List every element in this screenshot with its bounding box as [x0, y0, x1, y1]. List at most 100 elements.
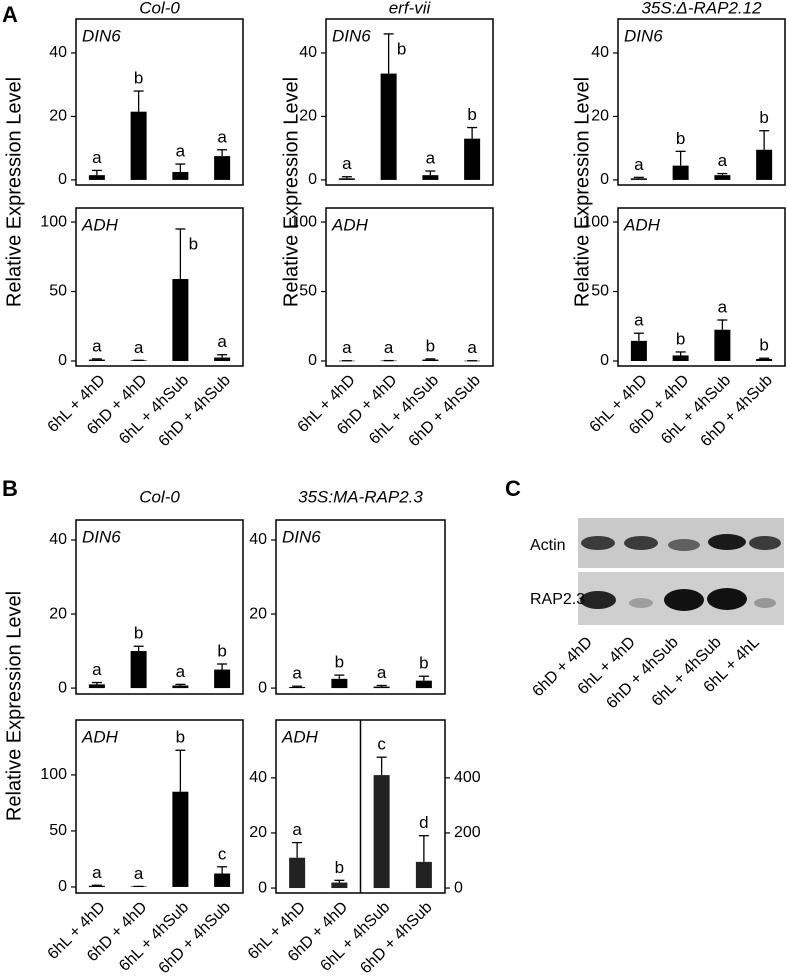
bar	[756, 149, 773, 180]
significance-letter: a	[92, 863, 102, 882]
significance-letter: a	[467, 338, 477, 357]
significance-letter: a	[342, 154, 352, 173]
y-axis-label: Relative Expression Level	[3, 591, 25, 821]
y-tick-label: 0	[600, 352, 609, 369]
bar	[289, 686, 306, 689]
y-tick-label: 20	[249, 824, 267, 841]
chart-title: DIN6	[282, 527, 321, 546]
plot-frame	[325, 207, 494, 367]
bar	[130, 111, 147, 180]
significance-letter: a	[292, 664, 302, 683]
y-tick-label: 0	[58, 352, 67, 369]
chart-title: ADH	[281, 727, 319, 746]
y-tick-label: 100	[582, 213, 609, 230]
bar	[172, 791, 189, 887]
significance-letter: b	[335, 858, 344, 877]
y-tick-label: 40	[591, 44, 609, 61]
bar	[289, 857, 306, 889]
bar	[672, 355, 689, 361]
bar	[415, 680, 432, 689]
y2-tick-label: 400	[454, 769, 481, 786]
significance-letter: a	[377, 663, 387, 682]
significance-letter: a	[426, 149, 436, 168]
significance-letter: b	[467, 105, 476, 124]
plot-frame	[75, 519, 244, 695]
y-tick-label: 40	[299, 44, 317, 61]
y-tick-label: 0	[58, 171, 67, 188]
significance-letter: b	[335, 653, 344, 672]
y-tick-label: 0	[58, 878, 67, 895]
band	[664, 589, 704, 611]
chart-title: ADH	[81, 215, 119, 234]
bar	[88, 684, 105, 689]
plot-frame	[75, 207, 244, 367]
y-tick-label: 20	[249, 605, 267, 622]
significance-letter: a	[718, 297, 728, 316]
significance-letter: a	[292, 820, 302, 839]
significance-letter: c	[377, 735, 386, 754]
bar	[331, 678, 348, 689]
blot-row-label: RAP2.3	[530, 591, 585, 608]
chart-title: DIN6	[624, 26, 663, 45]
bar	[214, 873, 231, 887]
bar	[714, 175, 731, 180]
bar	[214, 357, 231, 361]
y-tick-label: 20	[299, 108, 317, 125]
y-tick-label: 0	[308, 171, 317, 188]
column-heading: Col-0	[139, 0, 180, 17]
significance-letter: a	[217, 332, 227, 351]
bar	[422, 175, 439, 180]
significance-letter: a	[134, 338, 144, 357]
bar	[172, 279, 189, 361]
significance-letter: a	[92, 148, 102, 167]
bar	[380, 73, 397, 180]
y-tick-label: 40	[249, 531, 267, 548]
bar	[672, 165, 689, 180]
significance-letter: b	[134, 69, 143, 88]
band	[754, 598, 776, 608]
y-tick-label: 100	[40, 213, 67, 230]
y-tick-label: 20	[49, 605, 67, 622]
column-heading: erf-vii	[389, 0, 432, 17]
significance-letter: a	[92, 660, 102, 679]
significance-letter: b	[134, 624, 143, 643]
y-tick-label: 20	[49, 108, 67, 125]
band	[668, 539, 700, 551]
plot-frame	[75, 18, 244, 186]
plot-frame	[275, 519, 446, 695]
bar	[464, 138, 481, 180]
significance-letter: b	[176, 728, 185, 747]
y-axis-label: Relative Expression Level	[280, 77, 302, 307]
panel-label: C	[505, 476, 521, 501]
significance-letter: b	[189, 234, 198, 253]
y-tick-label: 50	[49, 822, 67, 839]
significance-letter: b	[759, 108, 768, 127]
significance-letter: a	[176, 662, 186, 681]
significance-letter: a	[134, 864, 144, 883]
bar	[630, 178, 647, 180]
y-axis-label: Relative Expression Level	[571, 77, 593, 307]
significance-letter: a	[634, 155, 644, 174]
significance-letter: a	[92, 336, 102, 355]
chart-title: DIN6	[332, 26, 371, 45]
significance-letter: c	[218, 844, 227, 863]
bar	[172, 171, 189, 180]
bar	[331, 882, 348, 889]
y-tick-label: 0	[600, 171, 609, 188]
significance-letter: a	[217, 127, 227, 146]
bar	[338, 178, 355, 180]
band	[581, 536, 615, 550]
bar	[630, 340, 647, 361]
plot-frame	[617, 18, 786, 186]
significance-letter: b	[419, 654, 428, 673]
significance-letter: b	[676, 329, 685, 348]
bar	[422, 359, 439, 361]
column-heading: 35S:Δ-RAP2.12	[641, 0, 762, 17]
plot-frame	[75, 719, 244, 894]
band	[707, 588, 747, 610]
y2-tick-label: 0	[454, 879, 463, 896]
plot-frame	[325, 18, 494, 186]
y-tick-label: 40	[249, 769, 267, 786]
panel-label: B	[2, 476, 18, 501]
